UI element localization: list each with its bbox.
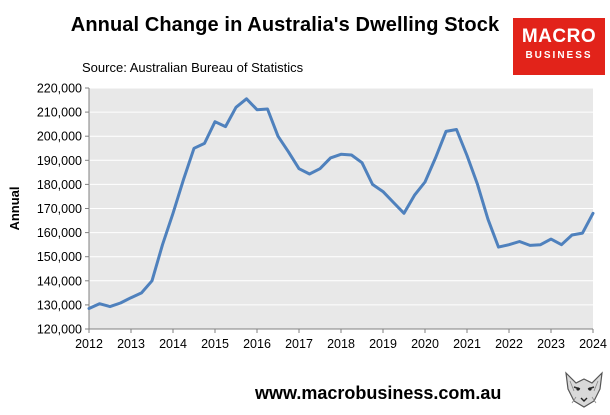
x-tick-label: 2023 xyxy=(537,337,565,351)
x-tick-label: 2020 xyxy=(411,337,439,351)
logo-line-2: BUSINESS xyxy=(525,50,593,61)
website-url[interactable]: www.macrobusiness.com.au xyxy=(255,383,502,403)
series-line xyxy=(87,97,595,310)
logo-line-1: MACRO xyxy=(521,26,597,47)
y-tick-label: 150,000 xyxy=(37,250,82,264)
y-tick-label: 190,000 xyxy=(37,154,82,168)
x-tick-label: 2018 xyxy=(327,337,355,351)
y-tick-label: 200,000 xyxy=(37,130,82,144)
x-tick-label: 2015 xyxy=(201,337,229,351)
x-tick-label: 2019 xyxy=(369,337,397,351)
y-tick-label: 210,000 xyxy=(37,106,82,120)
x-tick-label: 2016 xyxy=(243,337,271,351)
y-tick-label: 120,000 xyxy=(37,323,82,337)
y-tick-label: 130,000 xyxy=(37,298,82,312)
macro-business-logo[interactable]: MACRO BUSINESS xyxy=(513,18,605,75)
x-tick-label: 2013 xyxy=(117,337,145,351)
y-tick-label: 160,000 xyxy=(37,226,82,240)
x-tick-label: 2017 xyxy=(285,337,313,351)
y-axis-title: Annual xyxy=(7,186,22,230)
x-tick-label: 2021 xyxy=(453,337,481,351)
fox-mascot-icon xyxy=(560,367,608,411)
y-tick-label: 180,000 xyxy=(37,178,82,192)
x-tick-label: 2014 xyxy=(159,337,187,351)
y-tick-label: 170,000 xyxy=(37,202,82,216)
chart-title: Annual Change in Australia's Dwelling St… xyxy=(70,14,500,36)
x-tick-label: 2024 xyxy=(579,337,607,351)
y-tick-label: 220,000 xyxy=(37,82,82,96)
x-tick-label: 2012 xyxy=(75,337,103,351)
x-tick-label: 2022 xyxy=(495,337,523,351)
source-note: Source: Australian Bureau of Statistics xyxy=(82,60,304,75)
y-tick-label: 140,000 xyxy=(37,274,82,288)
